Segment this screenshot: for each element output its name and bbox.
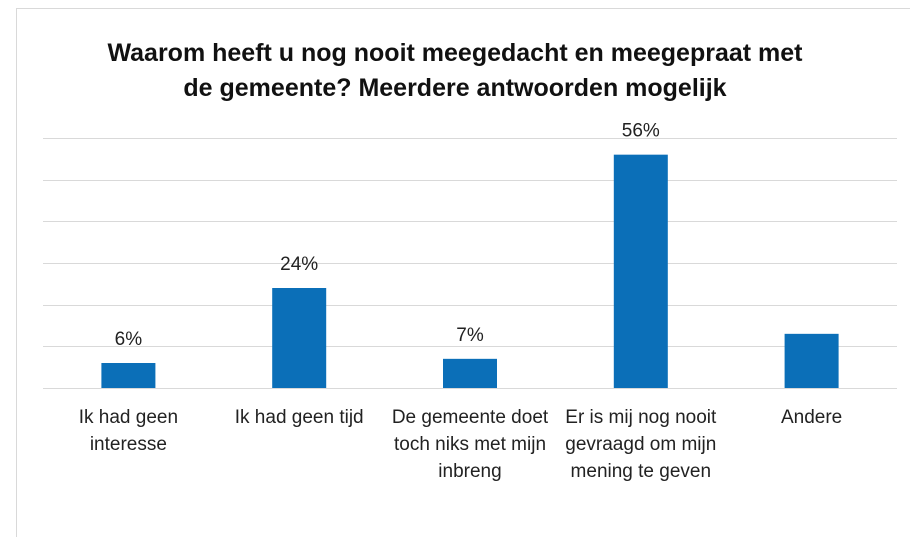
x-tick-label: Ik had geen interesse bbox=[78, 407, 179, 455]
chart-title: Waarom heeft u nog nooit meegedacht en m… bbox=[107, 39, 803, 102]
bar bbox=[443, 358, 497, 388]
x-tick-label: De gemeente doet toch niks met mijn inbr… bbox=[391, 407, 549, 482]
bar bbox=[784, 333, 839, 388]
data-label: 7% bbox=[456, 325, 484, 346]
data-label: 24% bbox=[280, 254, 318, 275]
bar bbox=[613, 154, 668, 388]
chart-border bbox=[16, 8, 910, 537]
x-tick-label: Er is mij nog nooit gevraagd om mijn men… bbox=[565, 407, 717, 482]
data-label: 56% bbox=[622, 121, 660, 142]
bar bbox=[101, 363, 156, 388]
x-tick-label: Andere bbox=[780, 407, 843, 428]
bar bbox=[272, 288, 327, 388]
x-tick-label: Ik had geen tijd bbox=[234, 407, 364, 428]
data-label: 6% bbox=[115, 329, 143, 350]
